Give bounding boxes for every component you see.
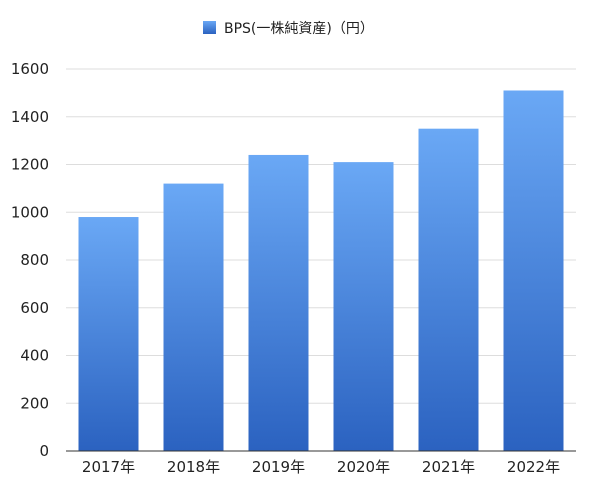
y-tick-label: 200 <box>20 394 49 412</box>
x-axis: 2017年 2018年 2019年 2020年 2021年 2022年 <box>82 458 560 476</box>
y-tick-label: 600 <box>20 299 49 317</box>
bar-2022年 <box>503 90 564 452</box>
bar-2017年 <box>78 217 139 451</box>
x-tick-label: 2021年 <box>422 458 475 476</box>
legend-swatch <box>203 21 216 34</box>
legend: BPS(一株純資産)（円） <box>203 21 374 37</box>
y-tick-label: 1400 <box>11 108 49 126</box>
y-tick-label: 1200 <box>11 156 49 174</box>
legend-label: BPS(一株純資産)（円） <box>224 21 374 37</box>
bar-2020年 <box>333 162 394 452</box>
x-tick-label: 2017年 <box>82 458 135 476</box>
x-tick-label: 2022年 <box>507 458 560 476</box>
y-tick-label: 800 <box>20 251 49 269</box>
y-axis: 0 200 400 600 800 1000 1200 1400 1600 <box>11 60 49 460</box>
bars <box>78 90 564 452</box>
y-tick-label: 1600 <box>11 60 49 78</box>
x-tick-label: 2019年 <box>252 458 305 476</box>
y-tick-label: 400 <box>20 347 49 365</box>
bar-2019年 <box>248 154 309 451</box>
gridlines <box>66 68 576 404</box>
bar-2021年 <box>418 128 479 451</box>
y-tick-label: 0 <box>39 442 49 460</box>
x-tick-label: 2018年 <box>167 458 220 476</box>
y-tick-label: 1000 <box>11 203 49 221</box>
x-tick-label: 2020年 <box>337 458 390 476</box>
bar-2018年 <box>163 183 224 451</box>
